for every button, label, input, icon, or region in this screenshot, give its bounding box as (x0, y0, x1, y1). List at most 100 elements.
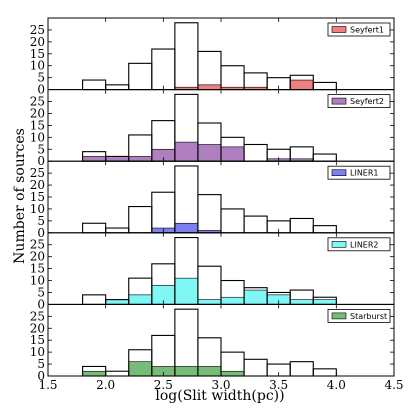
y-tick-label: 0 (37, 154, 45, 168)
bar-total (220, 208, 245, 234)
y-tick-label: 10 (30, 274, 45, 288)
y-tick-label: 20 (30, 250, 45, 264)
bar-total (312, 153, 337, 162)
bar-total (243, 143, 268, 162)
bar-total (82, 294, 107, 305)
legend-swatch (331, 169, 347, 176)
legend-starburst: Starburst (327, 308, 391, 323)
y-tick-label: 0 (37, 83, 45, 97)
x-tick-label: 4.0 (327, 378, 346, 392)
bar-total (312, 368, 337, 377)
bar-total (197, 194, 222, 234)
bar-seyfert2 (82, 156, 106, 162)
y-tick-label: 20 (30, 321, 45, 335)
y-tick-label: 5 (37, 71, 45, 85)
bar-liner2 (105, 299, 130, 305)
y-tick-label: 25 (30, 23, 45, 37)
bar-seyfert1 (197, 84, 222, 90)
legend-label: Starburst (350, 312, 387, 321)
bar-starburst (220, 370, 245, 377)
bar-liner2 (312, 299, 337, 305)
legend-seyfert1: Seyfert1 (327, 22, 391, 37)
bar-total (151, 191, 176, 234)
x-tick-label: 4.5 (384, 378, 403, 392)
bar-total (312, 81, 337, 91)
bar-total (243, 215, 268, 234)
y-axis-label: Number of sources (12, 128, 28, 264)
bar-total (197, 265, 222, 305)
x-tick-label: 3.0 (211, 378, 230, 392)
y-tick-label: 20 (30, 178, 45, 192)
legend-swatch (331, 241, 347, 248)
bar-total (174, 22, 199, 91)
bar-total (174, 308, 199, 377)
bar-total (105, 370, 130, 377)
bar-starburst (128, 361, 153, 377)
y-tick-label: 20 (30, 106, 45, 120)
bar-total (82, 222, 107, 234)
bar-total (105, 227, 130, 234)
y-tick-label: 20 (30, 35, 45, 49)
bar-starburst (197, 366, 222, 377)
bar-liner2 (197, 299, 222, 305)
bar-total (220, 65, 245, 91)
bar-total (312, 225, 337, 234)
bar-total (289, 217, 314, 234)
y-tick-label: 10 (30, 130, 45, 144)
bar-total (289, 361, 314, 377)
x-tick-label: 1.5 (38, 378, 57, 392)
y-tick-label: 10 (30, 202, 45, 216)
bar-total (243, 358, 268, 377)
legend-swatch (331, 26, 347, 33)
legend-label: Seyfert2 (350, 97, 384, 106)
bar-liner2 (289, 299, 314, 305)
legend-liner1: LINER1 (327, 165, 391, 180)
y-tick-label: 0 (37, 297, 45, 311)
bar-total (151, 48, 176, 91)
bar-seyfert2 (105, 156, 130, 162)
y-tick-label: 15 (30, 262, 45, 276)
y-tick-label: 15 (30, 47, 45, 61)
legend-label: Seyfert1 (350, 26, 384, 35)
bar-total (128, 62, 153, 91)
y-tick-label: 10 (30, 59, 45, 73)
y-tick-label: 15 (30, 190, 45, 204)
y-tick-label: 10 (30, 345, 45, 359)
bar-liner2 (128, 294, 153, 305)
legend-seyfert2: Seyfert2 (327, 94, 391, 108)
legend-liner2: LINER2 (327, 237, 391, 252)
bar-seyfert2 (197, 144, 222, 162)
x-tick-label: 2.0 (96, 378, 115, 392)
bar-liner1 (174, 222, 199, 234)
bar-total (128, 205, 153, 234)
y-tick-label: 25 (30, 238, 45, 252)
y-tick-label: 5 (37, 214, 45, 228)
x-tick-label: 3.5 (269, 378, 288, 392)
bar-seyfert2 (128, 156, 153, 162)
bar-total (174, 165, 199, 234)
x-axis-label: log(Slit width(pc)) (155, 388, 284, 404)
y-tick-label: 15 (30, 118, 45, 132)
y-tick-label: 15 (30, 333, 45, 347)
y-tick-label: 0 (37, 369, 45, 383)
legend-swatch (331, 312, 347, 320)
legend-label: LINER1 (350, 169, 379, 178)
x-tick-label: 2.5 (154, 378, 173, 392)
y-tick-label: 25 (30, 95, 45, 109)
bar-total (82, 79, 107, 91)
bar-starburst (174, 366, 199, 377)
bar-starburst (82, 370, 106, 377)
y-tick-label: 25 (30, 309, 45, 323)
bar-seyfert2 (220, 146, 245, 162)
legend-swatch (331, 97, 347, 105)
legend-label: LINER2 (350, 240, 379, 249)
bar-seyfert1 (289, 79, 314, 90)
bar-liner2 (243, 289, 268, 305)
bar-total (197, 50, 222, 91)
